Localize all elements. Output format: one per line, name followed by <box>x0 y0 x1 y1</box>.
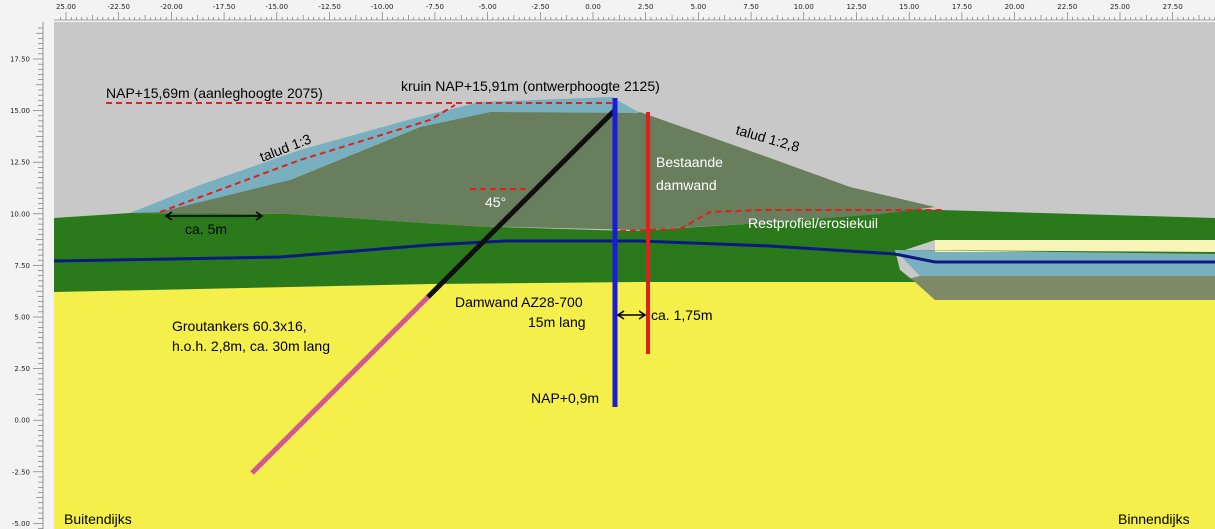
x-tick-label: 5.00 <box>691 3 707 11</box>
restprofiel-dashed-line <box>619 209 945 232</box>
y-tick-label: 15.00 <box>10 107 30 115</box>
groutankers-label-2: h.o.h. 2,8m, ca. 30m lang <box>172 338 330 354</box>
x-axis-ruler: 25.00 -22.50 -20.00 -17.50 -15.00 -12.50 -10.0… <box>54 3 1215 21</box>
x-tick-label: 20.00 <box>1005 3 1025 11</box>
y-tick-label: 5.00 <box>14 314 30 322</box>
y-tick-label: 10.00 <box>10 210 30 218</box>
sand-layer <box>54 282 1215 529</box>
dimension-175m <box>616 310 647 320</box>
nap-aanleghoogte-label: NAP+15,69m (aanleghoogte 2075) <box>106 85 323 101</box>
x-tick-label: 15.00 <box>899 3 919 11</box>
y-tick-label: -5.00 <box>12 520 30 528</box>
x-tick-label: 10.00 <box>794 3 814 11</box>
y-axis-ruler: 17.50 15.00 12.50 10.00 7.50 5.00 2.50 0.00 -2.5… <box>10 22 44 529</box>
y-tick-label: 17.50 <box>10 56 30 64</box>
ca-5m-label: ca. 5m <box>185 221 227 237</box>
x-tick-label: -2.50 <box>531 3 549 11</box>
dike-cover-blue <box>130 97 640 213</box>
clay-layer-right <box>895 276 1215 300</box>
damwand-label-1: Damwand AZ28-700 <box>455 294 583 310</box>
dimension-5m <box>164 211 264 221</box>
angle-label: 45° <box>485 194 506 210</box>
x-tick-label: -15.00 <box>266 3 289 11</box>
x-tick-label: -20.00 <box>160 3 183 11</box>
groutankers-label-1: Groutankers 60.3x16, <box>172 318 307 334</box>
restprofiel-label: Restprofiel/erosiekuil <box>748 215 878 231</box>
bestaande-damwand-label-2: damwand <box>656 177 717 193</box>
x-tick-label: -7.50 <box>426 3 444 11</box>
grout-anchor-free <box>426 108 617 299</box>
buitendijks-label: Buitendijks <box>64 511 132 527</box>
x-tick-label: 2.50 <box>638 3 654 11</box>
y-tick-label: 0.00 <box>14 417 30 425</box>
damwand-label-2: 15m lang <box>528 314 586 330</box>
x-tick-label: 25.00 <box>1110 3 1130 11</box>
ca-175m-label: ca. 1,75m <box>651 307 712 323</box>
y-tick-label: -2.50 <box>12 468 30 476</box>
kruin-label: kruin NAP+15,91m (ontwerphoogte 2125) <box>401 78 660 94</box>
x-tick-label: -5.00 <box>479 3 497 11</box>
bestaande-damwand-label-1: Bestaande <box>656 154 723 170</box>
x-tick-label: -12.50 <box>318 3 341 11</box>
x-tick-label: -22.50 <box>107 3 130 11</box>
x-tick-label: -17.50 <box>213 3 236 11</box>
ruler-top-bg <box>0 0 1215 22</box>
binnendijks-label: Binnendijks <box>1118 511 1190 527</box>
y-tick-label: 2.50 <box>14 365 30 373</box>
slope-dashed-line <box>159 104 456 213</box>
x-tick-label: 22.50 <box>1057 3 1077 11</box>
y-tick-label: 7.50 <box>14 262 30 270</box>
y-tick-label: 12.50 <box>10 159 30 167</box>
x-tick-label: 12.50 <box>846 3 866 11</box>
pale-layer-right <box>935 240 1215 252</box>
dike-core-grey <box>130 110 935 230</box>
phreatic-line <box>53 239 1215 264</box>
nap-09-label: NAP+0,9m <box>531 390 599 406</box>
x-tick-label: 7.50 <box>743 3 759 11</box>
x-tick-label: 0.00 <box>585 3 601 11</box>
x-tick-label: 17.50 <box>952 3 972 11</box>
ruler-left-bg <box>0 22 54 529</box>
foreland-green-layer <box>54 209 1215 292</box>
x-tick-label: 25.00 <box>56 3 76 11</box>
grout-anchor-grouted <box>250 295 430 475</box>
x-tick-label: 27.50 <box>1163 3 1183 11</box>
x-tick-label: -10.00 <box>371 3 394 11</box>
